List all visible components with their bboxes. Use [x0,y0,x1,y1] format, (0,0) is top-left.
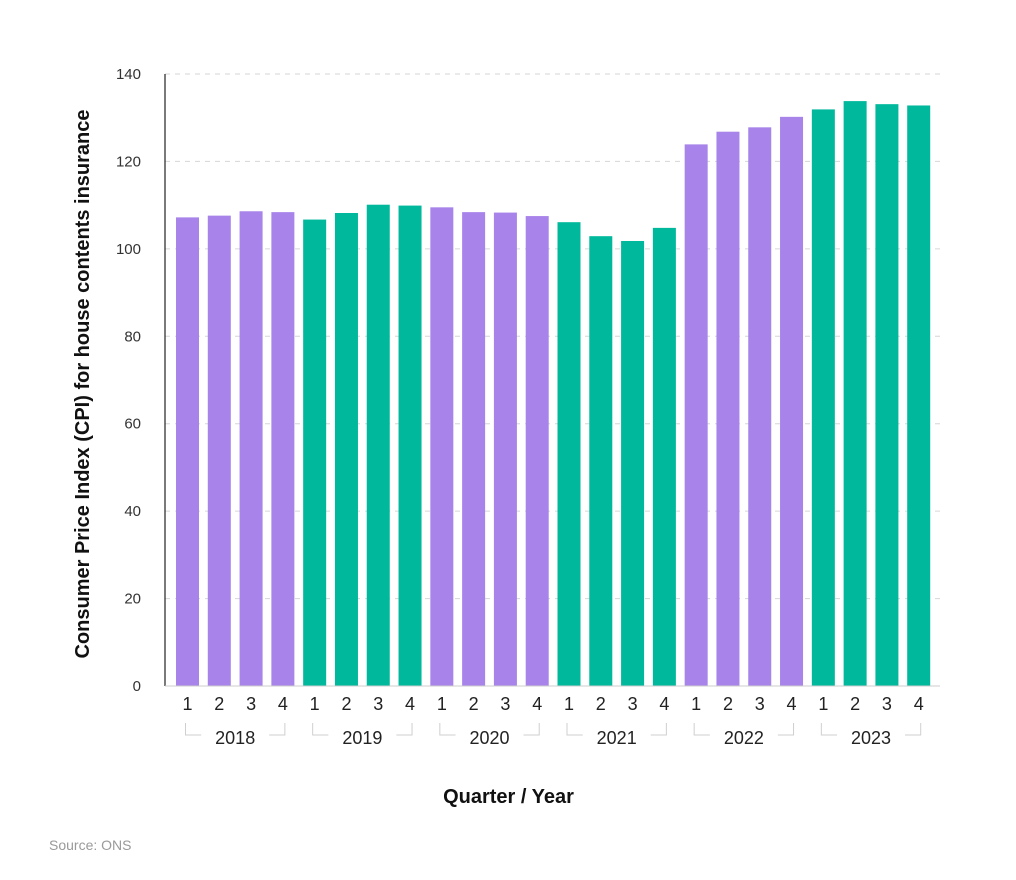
bar [462,212,486,686]
bar [589,236,613,686]
year-label: 2021 [597,728,637,748]
year-label: 2023 [851,728,891,748]
y-tick-label: 80 [124,328,141,345]
bar [271,212,295,686]
y-tick-label: 60 [124,416,141,433]
bar [493,212,517,686]
bars [176,101,931,687]
year-bracket [693,723,795,736]
year-bracket [439,723,540,736]
quarter-tick-label: 2 [723,694,733,714]
quarter-tick-label: 2 [596,694,606,714]
y-axis-ticks: 0 20 40 60 80 100 120 140 [116,66,141,695]
bar [843,101,867,687]
year-bracket [185,723,286,736]
bar [748,127,772,687]
x-axis-title: Quarter / Year [443,786,574,808]
quarter-tick-label: 2 [469,694,479,714]
year-label: 2019 [342,728,382,748]
year-bracket [312,723,413,736]
quarter-tick-label: 1 [182,694,192,714]
bar [176,217,199,686]
bar [907,105,931,686]
bar [780,116,804,687]
quarter-tick-label: 1 [564,694,574,714]
quarter-tick-label: 4 [278,694,288,714]
quarter-tick-label: 4 [405,694,415,714]
year-label: 2022 [724,728,764,748]
bar [334,213,358,687]
y-tick-label: 100 [116,241,141,258]
source-note: Source: ONS [49,837,132,853]
bar [557,222,581,687]
bar [684,144,708,686]
y-tick-label: 140 [116,66,141,83]
quarter-tick-label: 1 [437,694,447,714]
quarter-tick-label: 4 [787,694,797,714]
y-tick-label: 20 [124,591,141,608]
bar [430,207,454,687]
bar [239,211,263,686]
quarter-tick-label: 3 [246,694,256,714]
quarter-tick-label: 3 [500,694,510,714]
quarter-tick-label: 3 [373,694,383,714]
y-tick-label: 120 [116,153,141,170]
year-label: 2018 [215,728,255,748]
bar [621,240,645,686]
bar [652,227,676,687]
quarter-tick-label: 3 [882,694,892,714]
year-label: 2020 [469,728,509,748]
bar [303,219,327,686]
y-axis-title: Consumer Price Index (CPI) for house con… [72,109,94,658]
quarter-tick-label: 4 [659,694,669,714]
y-tick-label: 40 [124,503,141,520]
year-bracket [566,723,667,736]
bar [716,131,740,686]
quarter-tick-label: 1 [310,694,320,714]
year-bracket [820,723,922,736]
bar [366,204,390,686]
bar [525,216,549,687]
quarter-tick-label: 2 [850,694,860,714]
quarter-tick-label: 2 [341,694,351,714]
quarter-tick-label: 4 [532,694,542,714]
year-group-labels: 2018 2019 2020 2021 2022 2023 [185,723,922,748]
quarter-tick-label: 2 [214,694,224,714]
bar [875,104,899,687]
quarter-tick-label: 3 [755,694,765,714]
y-tick-label: 0 [133,678,141,695]
quarter-tick-label: 3 [628,694,638,714]
quarter-tick-label: 1 [691,694,701,714]
quarter-tick-label: 1 [818,694,828,714]
bar [398,205,422,686]
bar [811,109,835,686]
quarter-tick-labels: 1 2 3 4 1 2 3 4 1 2 3 4 1 2 3 4 1 2 3 4 1 2 3 4 [182,694,923,714]
bar [207,215,231,687]
quarter-tick-label: 4 [914,694,924,714]
